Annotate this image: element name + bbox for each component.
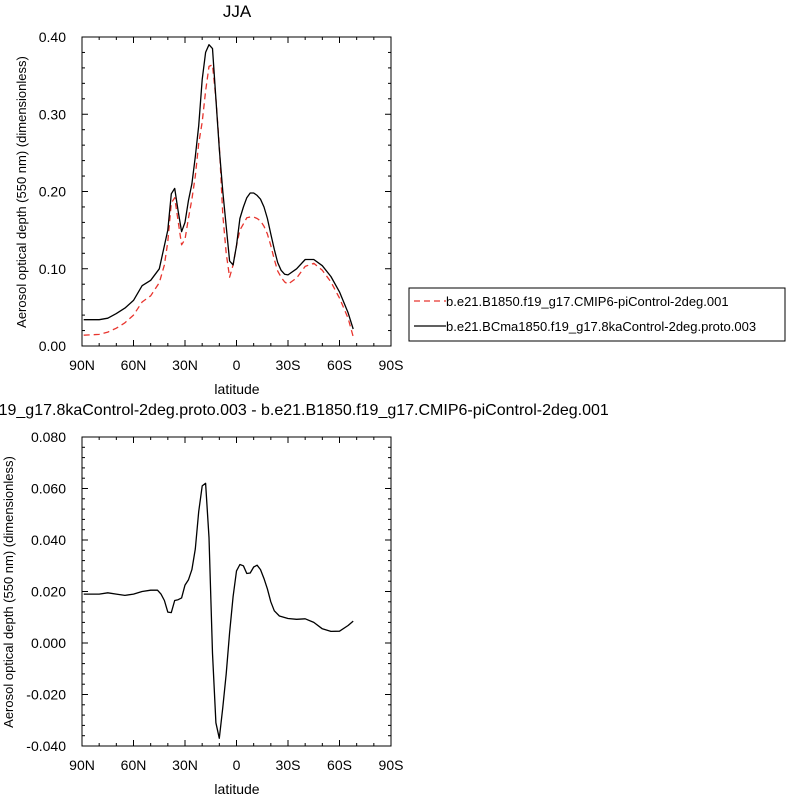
x-tick-label: 30N: [172, 357, 198, 373]
plot-lines-top: [83, 44, 354, 337]
x-axis-label-bottom: latitude: [214, 781, 259, 797]
y-tick-label: 0.060: [31, 481, 66, 497]
y-tick-label: -0.040: [26, 738, 66, 754]
legend: b.e21.B1850.f19_g17.CMIP6-piControl-2deg…: [408, 287, 786, 342]
x-tick-label: 90N: [69, 757, 95, 773]
chart-title-bottom: b.e21.BCma1850.f19_g17.8kaControl-2deg.p…: [0, 402, 609, 419]
series-line-2: [83, 44, 354, 330]
x-tick-label: 30S: [276, 757, 301, 773]
series-line-1: [83, 64, 354, 337]
panel-top: JJA 90N 60N 30N 0 30S 60S 90S 0.00 0.10 0.20 0.30…: [14, 2, 786, 397]
legend-label-series-2: b.e21.BCma1850.f19_g17.8kaControl-2deg.p…: [446, 319, 756, 334]
panel-bottom: b.e21.BCma1850.f19_g17.8kaControl-2deg.p…: [0, 402, 609, 797]
x-tick-label: 90N: [69, 357, 95, 373]
y-tick-label: 0.40: [39, 29, 66, 45]
y-tick-label: 0.30: [39, 106, 66, 122]
x-ticks-bottom: 90N 60N 30N 0 30S 60S 90S: [69, 437, 403, 773]
x-tick-label: 30S: [276, 357, 301, 373]
x-tick-label: 90S: [379, 357, 404, 373]
x-tick-label: 0: [233, 357, 241, 373]
y-tick-label: 0.020: [31, 584, 66, 600]
y-tick-label: 0.00: [39, 338, 66, 354]
chart-title-top: JJA: [223, 2, 252, 21]
y-tick-label: 0.10: [39, 261, 66, 277]
y-ticks-bottom: -0.040 -0.020 0.000 0.020 0.040 0.060 0.080: [26, 429, 391, 754]
legend-box: [408, 287, 786, 342]
plot-lines-bottom: [83, 482, 354, 739]
y-axis-label-top: Aerosol optical depth (550 nm) (dimensio…: [14, 56, 29, 328]
legend-label-series-1: b.e21.B1850.f19_g17.CMIP6-piControl-2deg…: [446, 294, 729, 309]
y-tick-label: 0.20: [39, 184, 66, 200]
x-tick-label: 60S: [327, 757, 352, 773]
y-tick-label: -0.020: [26, 687, 66, 703]
x-axis-label-top: latitude: [214, 381, 259, 397]
x-tick-label: 60N: [121, 757, 147, 773]
x-tick-label: 30N: [172, 757, 198, 773]
y-tick-label: 0.040: [31, 532, 66, 548]
x-tick-label: 60S: [327, 357, 352, 373]
plot-frame-bottom: [81, 436, 392, 747]
y-ticks-top: 0.00 0.10 0.20 0.30 0.40: [39, 29, 391, 354]
x-ticks-top: 90N 60N 30N 0 30S 60S 90S: [69, 37, 403, 373]
y-tick-label: 0.080: [31, 429, 66, 445]
y-tick-label: 0.000: [31, 635, 66, 651]
y-axis-label-bottom: Aerosol optical depth (550 nm) (dimensio…: [1, 456, 16, 728]
series-line-1: [83, 482, 354, 739]
x-tick-label: 60N: [121, 357, 147, 373]
plot-frame-top: [81, 36, 392, 347]
x-tick-label: 0: [233, 757, 241, 773]
x-tick-label: 90S: [379, 757, 404, 773]
